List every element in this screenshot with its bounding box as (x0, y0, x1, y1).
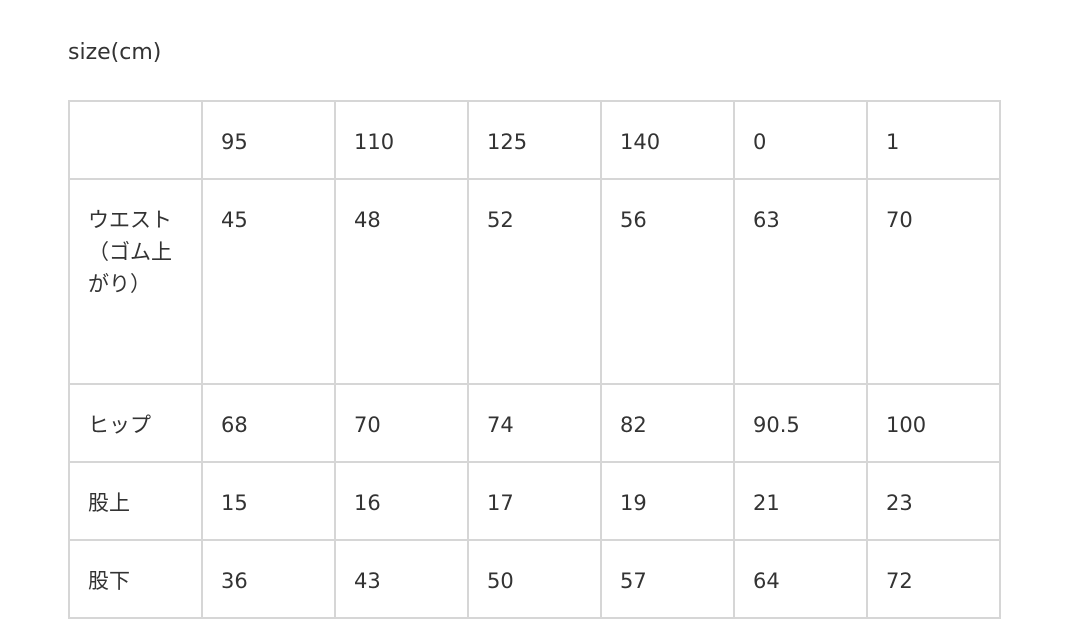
table-cell: 56 (600, 178, 735, 385)
table-cell: 82 (600, 383, 735, 463)
header-cell: 95 (201, 100, 336, 180)
row-label: 股下 (68, 539, 203, 619)
table-cell: 68 (201, 383, 336, 463)
table-cell: 57 (600, 539, 735, 619)
table-cell: 17 (467, 461, 602, 541)
table-cell: 36 (201, 539, 336, 619)
table-cell: 43 (334, 539, 469, 619)
table-cell: 16 (334, 461, 469, 541)
table-cell: 72 (866, 539, 1001, 619)
table-cell: 19 (600, 461, 735, 541)
header-cell: 1 (866, 100, 1001, 180)
header-cell: 110 (334, 100, 469, 180)
size-table: 95 110 125 140 0 1 ウエスト（ゴム上がり） 45 48 52 … (68, 100, 1001, 619)
table-row-hip: ヒップ 68 70 74 82 90.5 100 (68, 383, 1001, 463)
row-label: 股上 (68, 461, 203, 541)
size-title: size(cm) (68, 40, 162, 65)
table-cell: 50 (467, 539, 602, 619)
table-cell: 90.5 (733, 383, 868, 463)
header-cell: 0 (733, 100, 868, 180)
table-cell: 74 (467, 383, 602, 463)
table-cell: 63 (733, 178, 868, 385)
header-row: 95 110 125 140 0 1 (68, 100, 1001, 180)
table-cell: 48 (334, 178, 469, 385)
table-cell: 70 (866, 178, 1001, 385)
header-cell: 140 (600, 100, 735, 180)
row-label: ウエスト（ゴム上がり） (68, 178, 203, 385)
table-row-waist: ウエスト（ゴム上がり） 45 48 52 56 63 70 (68, 178, 1001, 385)
table-cell: 21 (733, 461, 868, 541)
row-label: ヒップ (68, 383, 203, 463)
header-cell (68, 100, 203, 180)
table-row-inseam: 股下 36 43 50 57 64 72 (68, 539, 1001, 619)
table-cell: 52 (467, 178, 602, 385)
table-cell: 45 (201, 178, 336, 385)
table-row-rise: 股上 15 16 17 19 21 23 (68, 461, 1001, 541)
table-cell: 70 (334, 383, 469, 463)
table-cell: 15 (201, 461, 336, 541)
header-cell: 125 (467, 100, 602, 180)
table-cell: 100 (866, 383, 1001, 463)
table-cell: 23 (866, 461, 1001, 541)
table-cell: 64 (733, 539, 868, 619)
